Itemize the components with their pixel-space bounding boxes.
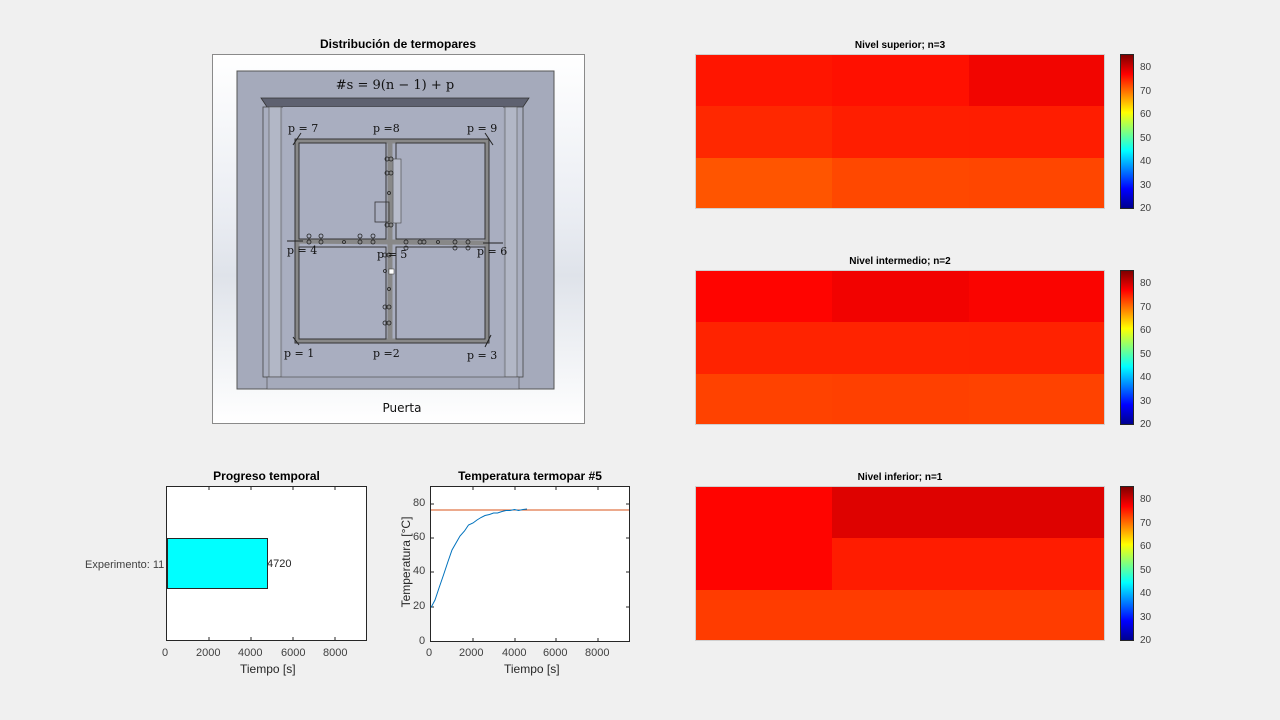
heatmap-cell <box>969 374 1104 424</box>
temperature-xtick-8000: 8000 <box>585 647 610 659</box>
colorbar-tick: 70 <box>1140 86 1152 97</box>
temperature-xtick-6000: 6000 <box>543 647 568 659</box>
label-p7: p = 7 <box>288 122 318 135</box>
label-p3: p = 3 <box>467 349 497 362</box>
progress-bar <box>167 538 268 589</box>
temperature-chart-title: Temperatura termopar #5 <box>458 469 602 483</box>
heatmap-cell <box>832 271 969 322</box>
colorbar-tick: 70 <box>1140 302 1152 313</box>
progress-ticks <box>208 487 336 640</box>
heatmap-top-title: Nivel superior; n=3 <box>854 40 946 51</box>
progress-xtick-2000: 2000 <box>196 647 221 659</box>
temperature-ytick-80: 80 <box>413 497 426 509</box>
heatmap-cell <box>832 106 969 158</box>
heatmap-cell <box>832 374 969 424</box>
colorbar-tick: 50 <box>1140 565 1152 576</box>
diagram-title: Distribución de termopares <box>319 37 477 51</box>
colorbar-bottom <box>1120 486 1134 641</box>
progress-category-label: Experimento: 11 <box>85 559 165 571</box>
progress-xtick-0: 0 <box>162 647 169 659</box>
colorbar-tick: 20 <box>1140 419 1152 430</box>
colorbar-tick: 60 <box>1140 109 1152 120</box>
colorbar-tick: 60 <box>1140 325 1152 336</box>
temperature-plot <box>431 487 629 641</box>
heatmap-cell <box>969 106 1104 158</box>
progress-xtick-8000: 8000 <box>323 647 348 659</box>
door-drawing: #s = 9(n − 1) + p p = 7 p =8 p = 9 p = 4… <box>236 70 555 415</box>
temperature-ytick-20: 20 <box>413 600 426 612</box>
progress-xtick-4000: 4000 <box>238 647 263 659</box>
heatmap-cell <box>969 158 1104 208</box>
temperature-xtick-4000: 4000 <box>502 647 527 659</box>
temperature-xtick-2000: 2000 <box>459 647 484 659</box>
heatmap-cell <box>969 590 1104 640</box>
colorbar-tick: 50 <box>1140 349 1152 360</box>
heatmap-top <box>695 54 1105 209</box>
colorbar-tick: 40 <box>1140 372 1152 383</box>
heatmap-cell <box>696 106 832 158</box>
colorbar-tick: 80 <box>1140 278 1152 289</box>
progress-xtick-6000: 6000 <box>281 647 306 659</box>
heatmap-cell <box>969 322 1104 374</box>
label-p5: p = 5 <box>377 248 407 261</box>
heatmap-cell <box>832 487 969 538</box>
heatmap-bottom <box>695 486 1105 641</box>
progress-chart-title: Progreso temporal <box>213 469 320 483</box>
temperature-ytick-0: 0 <box>419 635 426 647</box>
door-caption: Puerta <box>382 401 421 415</box>
colorbar-tick: 50 <box>1140 133 1152 144</box>
heatmap-cell <box>696 271 832 322</box>
temperature-ytick-60: 60 <box>413 531 426 543</box>
heatmap-cell <box>832 590 969 640</box>
heatmap-cell <box>696 55 832 106</box>
temperature-xlabel: Tiempo [s] <box>504 662 560 676</box>
colorbar-tick: 20 <box>1140 635 1152 646</box>
heatmap-cell <box>969 55 1104 106</box>
temperature-chart-axes <box>430 486 630 642</box>
formula-label: #s = 9(n − 1) + p <box>336 78 454 93</box>
colorbar-tick: 80 <box>1140 494 1152 505</box>
heatmap-cell <box>696 590 832 640</box>
colorbar-tick: 40 <box>1140 588 1152 599</box>
heatmap-cell <box>696 374 832 424</box>
temperature-ytick-40: 40 <box>413 565 426 577</box>
heatmap-cell <box>832 322 969 374</box>
label-p4: p = 4 <box>287 244 317 257</box>
colorbar-tick: 40 <box>1140 156 1152 167</box>
label-p8: p =8 <box>373 122 400 135</box>
progress-bar-value: 4720 <box>267 558 292 570</box>
heatmap-cell <box>696 322 832 374</box>
label-p2: p =2 <box>373 347 400 360</box>
label-p9: p = 9 <box>467 122 497 135</box>
heatmap-cell <box>832 55 969 106</box>
heatmap-cell <box>832 158 969 208</box>
colorbar-tick: 30 <box>1140 396 1152 407</box>
label-p1: p = 1 <box>284 347 314 360</box>
heatmap-bottom-title: Nivel inferior; n=1 <box>857 472 943 483</box>
colorbar-middle <box>1120 270 1134 425</box>
temperature-ylabel: Temperatura [°C] <box>399 516 413 608</box>
colorbar-tick: 20 <box>1140 203 1152 214</box>
heatmap-middle-title: Nivel intermedio; n=2 <box>849 256 951 267</box>
heatmap-cell <box>696 158 832 208</box>
heatmap-cell <box>696 487 832 538</box>
door-diagram: #s = 9(n − 1) + p p = 7 p =8 p = 9 p = 4… <box>212 54 585 424</box>
heatmap-cell <box>969 538 1104 590</box>
temperature-line <box>431 508 528 608</box>
heatmap-cell <box>696 538 832 590</box>
label-p6: p = 6 <box>477 245 507 258</box>
progress-chart-axes: 4720 <box>166 486 367 641</box>
heatmap-middle <box>695 270 1105 425</box>
colorbar-tick: 30 <box>1140 612 1152 623</box>
heatmap-cell <box>969 271 1104 322</box>
colorbar-tick: 80 <box>1140 62 1152 73</box>
colorbar-top <box>1120 54 1134 209</box>
heatmap-cell <box>969 487 1104 538</box>
temperature-xtick-0: 0 <box>426 647 433 659</box>
colorbar-tick: 70 <box>1140 518 1152 529</box>
heatmap-cell <box>832 538 969 590</box>
colorbar-tick: 60 <box>1140 541 1152 552</box>
colorbar-tick: 30 <box>1140 180 1152 191</box>
progress-xlabel: Tiempo [s] <box>240 662 296 676</box>
